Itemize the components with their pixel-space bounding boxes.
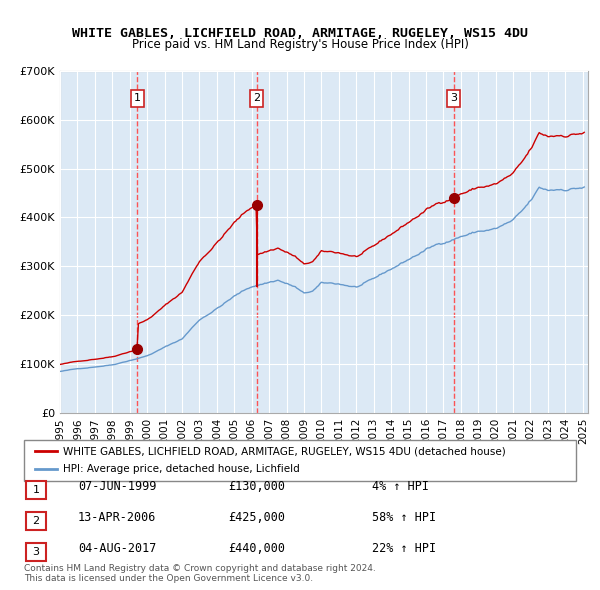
Text: £440,000: £440,000 <box>228 542 285 555</box>
Text: 3: 3 <box>450 93 457 103</box>
FancyBboxPatch shape <box>26 512 46 530</box>
Text: 22% ↑ HPI: 22% ↑ HPI <box>372 542 436 555</box>
Text: 07-JUN-1999: 07-JUN-1999 <box>78 480 157 493</box>
Text: 2: 2 <box>32 516 40 526</box>
Text: WHITE GABLES, LICHFIELD ROAD, ARMITAGE, RUGELEY, WS15 4DU (detached house): WHITE GABLES, LICHFIELD ROAD, ARMITAGE, … <box>62 446 505 456</box>
Text: 3: 3 <box>32 547 40 556</box>
Text: 1: 1 <box>32 486 40 495</box>
Text: 58% ↑ HPI: 58% ↑ HPI <box>372 511 436 524</box>
Text: HPI: Average price, detached house, Lichfield: HPI: Average price, detached house, Lich… <box>62 464 299 474</box>
Text: 1: 1 <box>134 93 141 103</box>
Text: Price paid vs. HM Land Registry's House Price Index (HPI): Price paid vs. HM Land Registry's House … <box>131 38 469 51</box>
FancyBboxPatch shape <box>26 481 46 499</box>
Text: 2: 2 <box>253 93 260 103</box>
FancyBboxPatch shape <box>26 543 46 560</box>
Text: Contains HM Land Registry data © Crown copyright and database right 2024.
This d: Contains HM Land Registry data © Crown c… <box>24 563 376 583</box>
Text: £130,000: £130,000 <box>228 480 285 493</box>
Text: 4% ↑ HPI: 4% ↑ HPI <box>372 480 429 493</box>
FancyBboxPatch shape <box>24 440 576 481</box>
Text: 04-AUG-2017: 04-AUG-2017 <box>78 542 157 555</box>
Text: 13-APR-2006: 13-APR-2006 <box>78 511 157 524</box>
Text: WHITE GABLES, LICHFIELD ROAD, ARMITAGE, RUGELEY, WS15 4DU: WHITE GABLES, LICHFIELD ROAD, ARMITAGE, … <box>72 27 528 40</box>
Text: £425,000: £425,000 <box>228 511 285 524</box>
